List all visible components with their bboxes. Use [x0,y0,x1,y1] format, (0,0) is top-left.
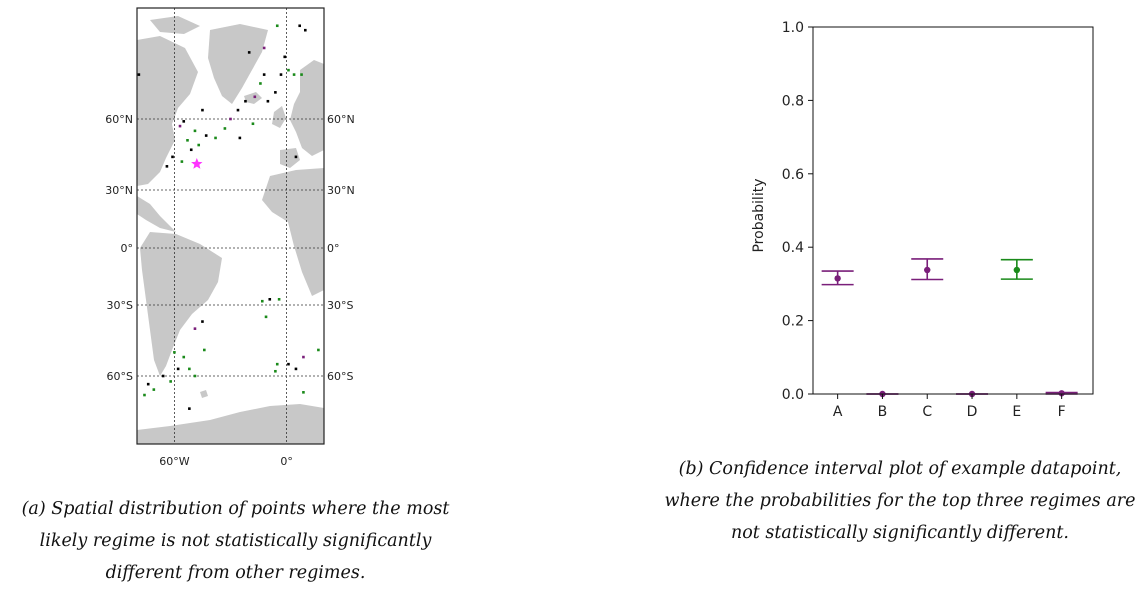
map-datapoint [268,298,271,301]
map-datapoint [259,82,262,85]
spatial-distribution-map: 60°N 60°N 30°N 30°N 0° 0° 30°S 30°S 60°S 60°S 60°W… [0,0,470,490]
map-datapoint [194,375,197,378]
confidence-interval-chart: 0.0 0.2 0.4 0.6 0.8 1.0 A B C D E F Probability [700,0,1147,440]
map-datapoint [287,363,290,366]
map-datapoint [138,73,141,76]
map-datapoint [239,137,242,140]
longitude-label: 0° [280,455,293,468]
caption-a: (a) Spatial distribution of points where… [8,493,463,589]
map-datapoint [244,100,247,103]
plot-frame [813,27,1093,394]
x-tick-label: D [967,404,978,420]
map-datapoint [317,349,320,352]
map-datapoint [265,316,268,319]
chart-axes: 0.0 0.2 0.4 0.6 0.8 1.0 A B C D E F Probability [751,20,1093,420]
map-datapoint [254,96,257,99]
map-datapoint [229,118,232,121]
x-tick-label: B [878,404,888,420]
map-datapoint [194,327,197,330]
map-datapoint [237,109,240,112]
map-datapoint [252,122,255,125]
latitude-label-left: 30°S [107,299,133,312]
map-datapoint [190,148,193,151]
y-axis-label: Probability [751,178,767,252]
map-datapoint [302,356,305,359]
longitude-label: 60°W [159,455,189,468]
confidence-interval-chart-panel: 0.0 0.2 0.4 0.6 0.8 1.0 A B C D E F Probability [700,0,1147,440]
map-datapoint [283,56,286,59]
map-datapoint [166,165,169,168]
map-datapoint [143,394,146,397]
map-datapoint [278,298,281,301]
map-datapoint [182,120,185,123]
latitude-label-right: 0° [327,242,340,255]
map-datapoint [287,69,290,72]
y-tick-label: 0.6 [782,167,804,183]
map-datapoint [263,47,266,50]
x-tick-label: C [922,404,932,420]
latitude-label-right: 60°S [327,370,353,383]
map-datapoint [274,370,277,373]
map-datapoint [162,375,165,378]
latitude-label-left: 30°N [105,184,133,197]
probability-point [834,275,840,281]
map-datapoint [203,349,206,352]
map-datapoint [300,73,303,76]
map-datapoint [274,91,277,94]
map-datapoint [201,320,204,323]
map-datapoint [147,383,150,386]
caption-b: (b) Confidence interval plot of example … [660,453,1140,549]
map-datapoint [182,356,185,359]
y-tick-label: 1.0 [782,20,804,36]
map-datapoint [263,73,266,76]
probability-point [924,267,930,273]
map-datapoint [224,127,227,130]
probability-point [1014,267,1020,273]
y-tick-label: 0.8 [782,93,804,109]
map-datapoint [214,137,217,140]
latitude-label-right: 60°N [327,113,355,126]
x-tick-label: E [1012,404,1021,420]
map-datapoint [169,380,172,383]
map-datapoint [280,73,283,76]
map-datapoint [188,407,191,410]
y-tick-label: 0.2 [782,314,804,330]
map-datapoint [188,368,191,371]
map-datapoint [267,100,270,103]
map-datapoint [186,139,189,142]
map-datapoint [177,368,180,371]
latitude-label-right: 30°N [327,184,355,197]
map-datapoint [248,51,251,54]
map-datapoint [153,388,156,391]
map-datapoint [295,156,298,159]
x-tick-label: F [1058,404,1066,420]
map-datapoint [261,300,264,303]
map-datapoint [173,351,176,354]
map-datapoint [304,29,307,32]
map-datapoint [194,130,197,133]
chart-marks [822,259,1078,397]
map-datapoint [293,73,296,76]
map-datapoint [181,160,184,163]
map-datapoint [171,156,174,159]
x-tick-label: A [833,404,843,420]
y-tick-label: 0.4 [782,240,804,256]
map-datapoint [205,134,208,137]
map-datapoint [197,144,200,147]
map-datapoint [298,24,301,27]
latitude-label-left: 60°N [105,113,133,126]
latitude-label-left: 0° [121,242,134,255]
latitude-label-right: 30°S [327,299,353,312]
latitude-label-left: 60°S [107,370,133,383]
map-datapoint [276,24,279,27]
map-datapoint [179,125,182,128]
map-datapoint [295,368,298,371]
map-datapoint [276,363,279,366]
map-datapoint [201,109,204,112]
map-figure-panel: 60°N 60°N 30°N 30°N 0° 0° 30°S 30°S 60°S 60°S 60°W… [0,0,470,595]
y-tick-label: 0.0 [782,387,804,403]
map-datapoint [302,391,305,394]
